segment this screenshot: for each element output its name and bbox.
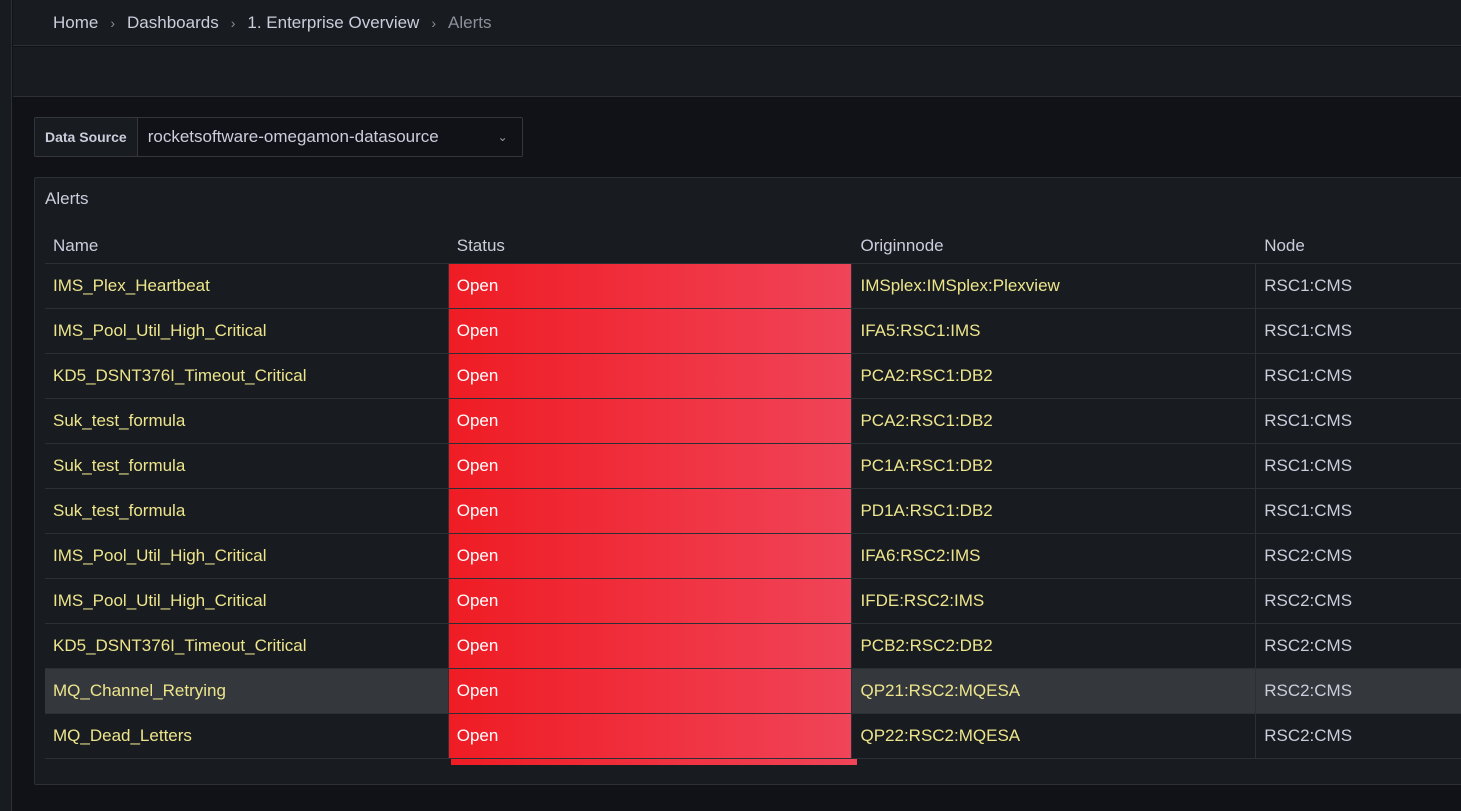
originnode-cell: PCA2:RSC1:DB2 [852,354,1257,398]
status-cell: Open [448,489,853,533]
breadcrumb-current: Alerts [448,12,492,32]
originnode-cell: QP22:RSC2:MQESA [852,714,1257,758]
dashboard-toolbar [13,47,1461,97]
status-cell: Open [448,624,853,668]
table-row[interactable]: MQ_Dead_Letters Open QP22:RSC2:MQESA RSC2:C… [45,714,1461,759]
node-cell: RSC1:CMS [1264,411,1353,430]
datasource-label: Data Source [35,118,138,156]
alerts-table: Name Status Originnode Node IMS_Plex_Hea… [45,229,1461,765]
chevron-right-icon: › [230,14,236,31]
column-header-node[interactable]: Node [1264,236,1305,255]
status-cell: Open [448,579,853,623]
node-cell: RSC1:CMS [1264,366,1353,385]
chevron-right-icon: › [110,14,116,31]
alerts-panel: Alerts Name Status Originnode Node IMS_P… [34,177,1461,785]
node-cell: RSC2:CMS [1264,681,1353,700]
status-cell: Open [448,309,853,353]
originnode-cell: PC1A:RSC1:DB2 [852,444,1257,488]
table-row[interactable]: IMS_Pool_Util_High_Critical Open IFDE:RSC2… [45,579,1461,624]
table-row[interactable]: Suk_test_formula Open PC1A:RSC1:DB2 RSC1:CM… [45,444,1461,489]
name-cell: IMS_Plex_Heartbeat [45,264,449,308]
chevron-right-icon: › [431,14,436,31]
node-cell: RSC1:CMS [1264,456,1353,475]
node-cell: RSC2:CMS [1264,591,1353,610]
table-row[interactable]: IMS_Plex_Heartbeat Open IMSplex:IMSplex:Pl… [45,264,1461,309]
originnode-cell: IFA5:RSC1:IMS [852,309,1257,353]
status-cell [451,759,857,765]
breadcrumb: Home › Dashboards › 1. Enterprise Overvi… [13,0,1461,46]
node-cell: RSC1:CMS [1264,321,1353,340]
breadcrumb-dashboard[interactable]: 1. Enterprise Overview [247,12,420,32]
originnode-cell: IFDE:RSC2:IMS [852,579,1257,623]
column-header-name[interactable]: Name [53,236,99,255]
table-row-partial [45,759,1461,765]
status-cell: Open [448,534,853,578]
node-cell: RSC2:CMS [1264,726,1353,745]
name-cell: IMS_Pool_Util_High_Critical [45,579,449,623]
table-row[interactable]: KD5_DSNT376I_Timeout_Critical Open PCA2:RS… [45,354,1461,399]
status-cell: Open [448,399,853,443]
datasource-select[interactable]: rocketsoftware-omegamon-datasource ⌄ [137,118,522,156]
table-row[interactable]: Suk_test_formula Open PD1A:RSC1:DB2 RSC1:CM… [45,489,1461,534]
side-strip [0,0,12,811]
originnode-cell: IFA6:RSC2:IMS [852,534,1257,578]
chevron-down-icon: ⌄ [497,130,508,144]
column-header-originnode[interactable]: Originnode [860,236,944,255]
name-cell: MQ_Dead_Letters [45,714,449,758]
table-row[interactable]: MQ_Channel_Retrying Open QP21:RSC2:MQESA RS… [45,669,1461,714]
name-cell: Suk_test_formula [45,444,449,488]
name-cell: Suk_test_formula [45,399,449,443]
name-cell: MQ_Channel_Retrying [45,669,449,713]
column-header-status[interactable]: Status [456,236,505,255]
breadcrumb-dashboards[interactable]: Dashboards [127,12,219,32]
name-cell: Suk_test_formula [45,489,449,533]
breadcrumb-home[interactable]: Home [53,12,99,32]
name-cell: KD5_DSNT376I_Timeout_Critical [45,354,449,398]
status-cell: Open [448,444,853,488]
status-cell: Open [448,264,853,308]
originnode-cell: IMSplex:IMSplex:Plexview [852,264,1257,308]
node-cell: RSC1:CMS [1264,501,1353,520]
table-row[interactable]: Suk_test_formula Open PCA2:RSC1:DB2 RSC1:CM… [45,399,1461,444]
node-cell: RSC1:CMS [1264,276,1353,295]
status-cell: Open [448,714,853,758]
table-row[interactable]: KD5_DSNT376I_Timeout_Critical Open PCB2:RS… [45,624,1461,669]
status-cell: Open [448,354,853,398]
node-cell: RSC2:CMS [1264,636,1353,655]
table-row[interactable]: IMS_Pool_Util_High_Critical Open IFA6:RSC2… [45,534,1461,579]
datasource-variable: Data Source rocketsoftware-omegamon-data… [34,117,523,157]
name-cell: IMS_Pool_Util_High_Critical [45,534,449,578]
status-cell: Open [448,669,853,713]
node-cell: RSC2:CMS [1264,546,1353,565]
panel-title: Alerts [45,189,89,208]
table-row[interactable]: IMS_Pool_Util_High_Critical Open IFA5:RSC1… [45,309,1461,354]
originnode-cell: PD1A:RSC1:DB2 [852,489,1257,533]
datasource-value: rocketsoftware-omegamon-datasource [147,127,439,146]
name-cell: IMS_Pool_Util_High_Critical [45,309,449,353]
originnode-cell: QP21:RSC2:MQESA [852,669,1257,713]
originnode-cell: PCA2:RSC1:DB2 [852,399,1257,443]
originnode-cell: PCB2:RSC2:DB2 [852,624,1257,668]
table-header: Name Status Originnode Node [45,229,1461,264]
name-cell: KD5_DSNT376I_Timeout_Critical [45,624,449,668]
